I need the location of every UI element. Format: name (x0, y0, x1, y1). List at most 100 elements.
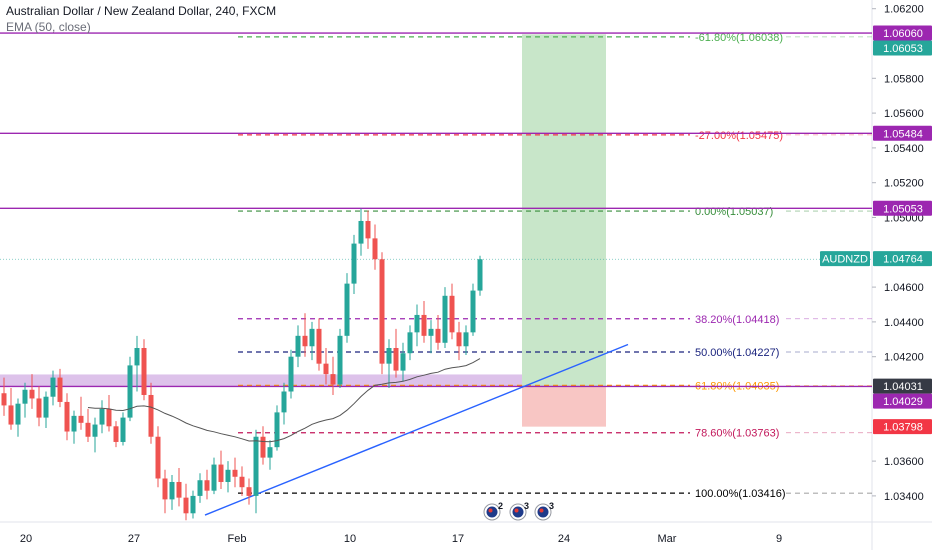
candle-body (155, 436, 161, 479)
candle-body (92, 424, 98, 437)
event-count-label: 2 (498, 501, 503, 511)
price-tick-label: 1.04600 (884, 282, 924, 294)
candle-body (267, 447, 273, 458)
time-tick-label: Mar (658, 533, 677, 545)
price-tick-label: 1.05200 (884, 178, 924, 190)
candle-body (120, 417, 126, 442)
candle-body (316, 328, 322, 364)
candle-body (246, 487, 252, 496)
candles-layer (1, 208, 483, 521)
candle-body (50, 377, 56, 397)
candle-body (29, 389, 35, 399)
price-tag-label: 1.06053 (883, 43, 923, 55)
candle-body (106, 408, 112, 427)
candle-body (78, 415, 84, 423)
candle-body (456, 332, 462, 347)
candle-body (183, 497, 189, 514)
price-tick-label: 1.05800 (884, 73, 924, 85)
time-tick-label: 10 (344, 533, 356, 545)
price-tag-label: 1.06060 (883, 28, 923, 40)
candle-body (253, 436, 259, 496)
candle-body (386, 348, 392, 364)
indicator-label[interactable]: EMA (50, close) (6, 20, 91, 34)
candle-body (190, 495, 196, 514)
fib-level-label[interactable]: -61.80%(1.06038) (695, 32, 783, 44)
candle-body (169, 481, 175, 500)
candle-body (372, 238, 378, 260)
price-tick-label: 1.06200 (884, 4, 924, 16)
candle-body (323, 363, 329, 375)
price-tag-label: 1.04764 (883, 254, 923, 266)
ticker-tag-bg (820, 251, 870, 267)
profit-target-zone (522, 34, 606, 387)
candle-body (407, 332, 413, 354)
time-axis[interactable]: 20 27 Feb 10 17 24 Mar 9 (20, 533, 782, 545)
event-flag-icon-accent (539, 508, 544, 513)
price-tag-label: 1.04029 (883, 396, 923, 408)
candle-body (421, 314, 427, 336)
ticker-tag-label: AUDNZD (822, 254, 868, 266)
candle-body (71, 415, 77, 432)
price-tag-label: 1.05484 (883, 128, 923, 140)
candle-body (85, 422, 91, 437)
candle-body (64, 401, 70, 432)
symbol-title[interactable]: Australian Dollar / New Zealand Dollar, … (6, 4, 277, 18)
fib-level-label[interactable]: 100.00%(1.03416) (695, 488, 786, 500)
candle-body (295, 335, 301, 357)
candle-body (176, 481, 182, 498)
candle-body (36, 398, 42, 418)
candle-body (22, 389, 28, 404)
price-tag-bg (873, 25, 932, 41)
candle-body (428, 328, 434, 336)
price-tag-bg (873, 251, 932, 267)
event-count-label: 3 (549, 501, 554, 511)
event-count-label: 3 (524, 501, 529, 511)
trendline[interactable] (204, 343, 629, 516)
event-flag-icon-fill (537, 506, 549, 518)
candle-body (8, 405, 14, 425)
candle-body (442, 295, 448, 343)
horizontal-lines-layer[interactable] (0, 32, 872, 388)
candle-body (393, 348, 399, 371)
price-tag-bg (873, 200, 932, 216)
trendline-layer[interactable] (204, 343, 629, 516)
price-tag-label: 1.05053 (883, 203, 923, 215)
candle-body (57, 377, 63, 402)
candle-body (141, 348, 147, 395)
time-tick-label: Feb (228, 533, 247, 545)
event-flag-icon-accent (514, 508, 519, 513)
candle-body (358, 220, 364, 244)
event-markers-layer[interactable]: 2 3 3 (483, 501, 554, 521)
stop-loss-zone (522, 386, 606, 427)
candle-body (239, 476, 245, 488)
candle-body (435, 328, 441, 343)
event-flag-icon-accent (488, 508, 493, 513)
candle-body (281, 391, 287, 413)
candle-body (414, 314, 420, 333)
price-tick-label: 1.04200 (884, 352, 924, 364)
candle-body (204, 480, 210, 491)
price-tag-bg (873, 378, 932, 394)
time-tick-label: 24 (558, 533, 570, 545)
ema-layer (87, 358, 481, 443)
candle-body (477, 259, 483, 291)
candle-body (225, 469, 231, 482)
candle-body (127, 365, 133, 418)
fib-level-label[interactable]: 38.20%(1.04418) (695, 314, 779, 326)
candle-body (365, 220, 371, 239)
candle-body (218, 464, 224, 482)
candle-body (197, 480, 203, 496)
candle-body (344, 283, 350, 336)
fib-level-label[interactable]: -27.00%(1.05475) (695, 130, 783, 142)
event-flag-icon-fill (512, 506, 524, 518)
fib-level-label[interactable]: 78.60%(1.03763) (695, 428, 779, 440)
price-tick-label: 1.05400 (884, 143, 924, 155)
candle-body (134, 348, 140, 366)
fib-level-label[interactable]: 50.00%(1.04227) (695, 347, 779, 359)
candle-body (449, 295, 455, 333)
price-tick-label: 1.04400 (884, 317, 924, 329)
price-tag-label: 1.03798 (883, 422, 923, 434)
fib-level-label[interactable]: 0.00%(1.05037) (695, 206, 773, 218)
